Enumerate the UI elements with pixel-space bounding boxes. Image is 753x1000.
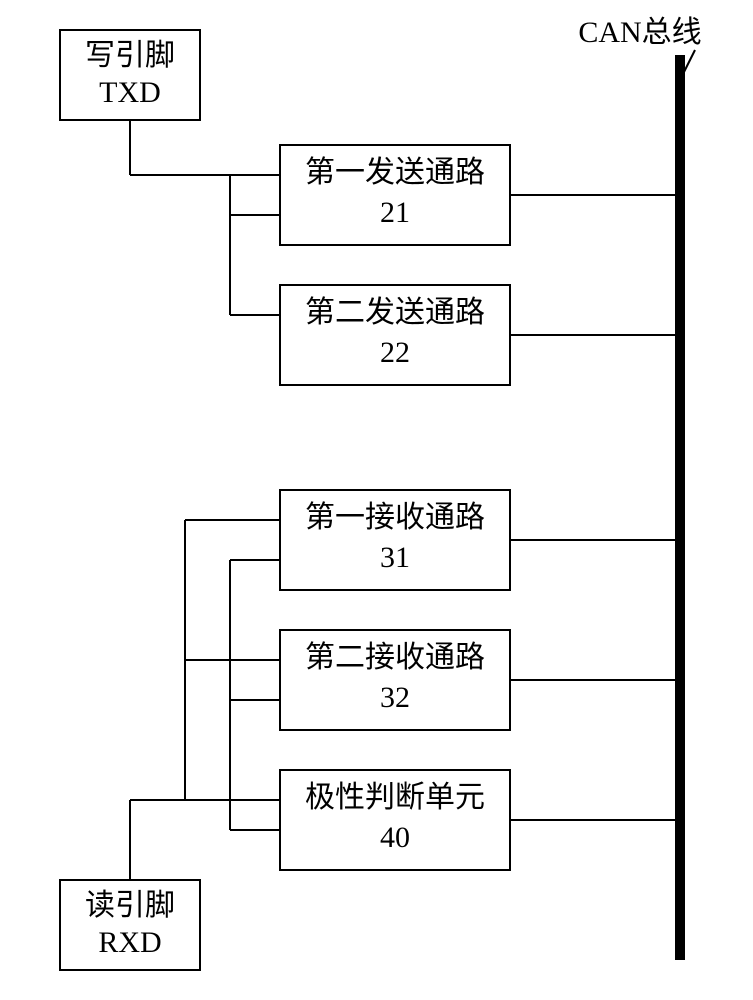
block-pol-label: 极性判断单元	[305, 781, 485, 814]
can-bus-label: CAN总线	[578, 16, 701, 49]
rxd-pin-box: 读引脚 RXD	[60, 880, 200, 970]
block-tx1-label: 第一发送通路	[305, 156, 485, 189]
block-pol: 极性判断单元 40	[280, 770, 510, 870]
block-tx2-label: 第二发送通路	[305, 296, 485, 329]
rxd-label-1: 读引脚	[85, 889, 175, 922]
wires-rxd	[130, 520, 280, 880]
block-rx2-label: 第二接收通路	[305, 641, 485, 674]
block-rx1-num: 31	[380, 541, 410, 574]
txd-label-1: 写引脚	[85, 39, 175, 72]
block-rx2-num: 32	[380, 681, 410, 714]
block-rx1: 第一接收通路 31	[280, 490, 510, 590]
txd-label-2: TXD	[99, 76, 161, 109]
wires-to-bus	[510, 195, 680, 820]
can-bus-diagram: CAN总线 写引脚 TXD 读引脚 RXD 第一发送通路 21 第二发送通路 2…	[0, 0, 753, 1000]
block-tx1: 第一发送通路 21	[280, 145, 510, 245]
block-tx1-num: 21	[380, 196, 410, 229]
block-tx2-num: 22	[380, 336, 410, 369]
block-tx2: 第二发送通路 22	[280, 285, 510, 385]
block-rx2: 第二接收通路 32	[280, 630, 510, 730]
block-rx1-label: 第一接收通路	[305, 501, 485, 534]
block-pol-num: 40	[380, 821, 410, 854]
rxd-label-2: RXD	[98, 926, 161, 959]
wires-txd	[130, 120, 280, 315]
txd-pin-box: 写引脚 TXD	[60, 30, 200, 120]
